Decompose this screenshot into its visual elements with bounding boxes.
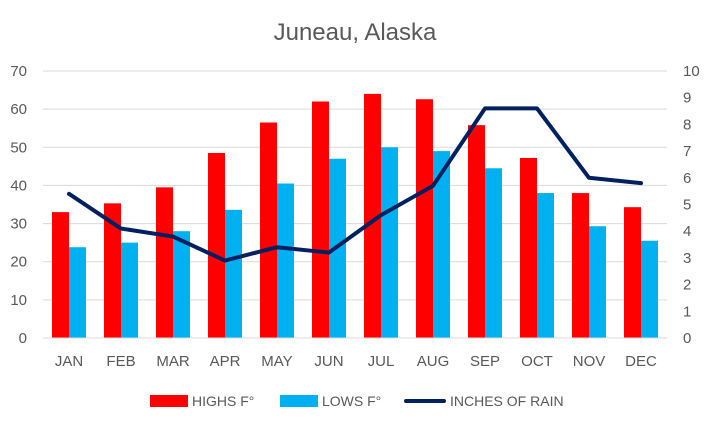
lows-bar-dec	[641, 240, 658, 338]
highs-bar-dec	[624, 207, 641, 338]
highs-bar-apr	[208, 153, 225, 338]
x-tick-label: FEB	[106, 353, 135, 370]
y-left-tick-label: 30	[10, 216, 27, 233]
y-left-tick-label: 50	[10, 139, 27, 156]
highs-bar-sep	[468, 125, 485, 338]
x-tick-label: MAY	[261, 353, 292, 370]
y-right-tick-label: 6	[683, 170, 691, 187]
x-tick-label: JUN	[314, 353, 343, 370]
x-tick-label: APR	[210, 353, 241, 370]
highs-bar-aug	[416, 99, 433, 339]
lows-bar-oct	[537, 193, 554, 338]
y-right-tick-label: 9	[683, 90, 691, 107]
y-right-tick-label: 8	[683, 116, 691, 133]
bar-series	[52, 93, 658, 339]
lows-bar-sep	[485, 168, 502, 338]
highs-bar-mar	[156, 187, 173, 338]
y-right-tick-label: 5	[683, 197, 691, 214]
legend-rain-label: INCHES OF RAIN	[450, 393, 564, 409]
x-tick-label: SEP	[470, 353, 500, 370]
y-left-tick-label: 40	[10, 177, 27, 194]
highs-bar-may	[260, 122, 277, 338]
y-right-tick-label: 4	[683, 223, 691, 240]
lows-bar-aug	[433, 151, 450, 338]
y-right-tick-label: 2	[683, 277, 691, 294]
highs-bar-nov	[572, 193, 589, 338]
y-right-tick-label: 0	[683, 330, 691, 347]
axes: 0 10 20 30 40 50 60 70 0 1 2 3 4 5 6 7 8 9 10 JAN FEB MAR APR M…	[10, 63, 699, 370]
x-tick-label: OCT	[521, 353, 553, 370]
x-tick-label: AUG	[417, 353, 450, 370]
highs-bar-jun	[312, 101, 329, 338]
highs-bar-feb	[104, 203, 121, 338]
highs-bar-jan	[52, 212, 69, 338]
rain-line	[67, 106, 643, 263]
y-right-tick-label: 3	[683, 250, 691, 267]
legend-lows-swatch	[280, 395, 318, 407]
lows-bar-may	[277, 183, 294, 338]
y-right-tick-label: 7	[683, 143, 691, 160]
y-right-tick-label: 1	[683, 303, 691, 320]
lows-bar-jul	[381, 147, 398, 338]
legend-highs-swatch	[150, 395, 188, 407]
y-left-tick-label: 20	[10, 254, 27, 271]
highs-bar-oct	[520, 157, 537, 338]
x-tick-label: NOV	[573, 353, 606, 370]
rain-line-series	[67, 106, 643, 263]
legend-highs-label: HIGHS F°	[192, 393, 254, 409]
highs-bar-jul	[364, 93, 381, 338]
y-left-tick-label: 60	[10, 101, 27, 118]
lows-bar-mar	[173, 231, 190, 338]
y-left-tick-label: 10	[10, 292, 27, 309]
legend-lows-label: LOWS F°	[322, 393, 381, 409]
chart-title: Juneau, Alaska	[274, 19, 437, 46]
legend: HIGHS F° LOWS F° INCHES OF RAIN	[150, 393, 564, 409]
x-tick-label: JUL	[368, 353, 395, 370]
x-tick-label: JAN	[55, 353, 83, 370]
lows-bar-jan	[69, 247, 86, 338]
lows-bar-feb	[121, 242, 138, 338]
x-tick-label: MAR	[156, 353, 190, 370]
lows-bar-nov	[589, 226, 606, 338]
y-right-tick-label: 10	[683, 63, 700, 80]
y-left-tick-label: 0	[19, 330, 27, 347]
y-left-tick-label: 70	[10, 63, 27, 80]
gridlines	[43, 70, 667, 301]
x-tick-label: DEC	[625, 353, 657, 370]
lows-bar-apr	[225, 209, 242, 338]
